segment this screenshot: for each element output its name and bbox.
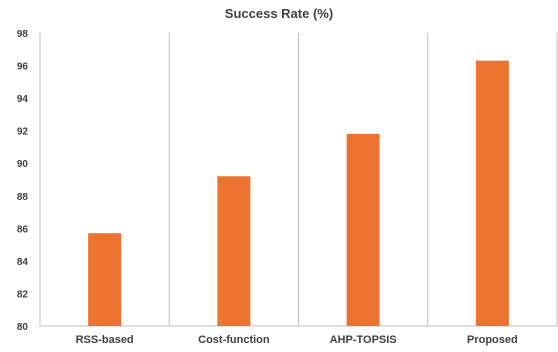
x-tick-label: RSS-based	[76, 334, 134, 346]
y-tick-label: 94	[17, 94, 29, 105]
x-tick-label: AHP-TOPSIS	[330, 334, 397, 346]
y-tick-label: 90	[17, 159, 29, 170]
x-tick-label: Cost-function	[198, 334, 270, 346]
y-tick-label: 84	[17, 257, 29, 268]
bar	[88, 233, 122, 326]
bar	[217, 176, 251, 326]
x-tick-label: Proposed	[467, 334, 518, 346]
chart-title: Success Rate (%)	[224, 6, 334, 21]
y-tick-label: 80	[17, 322, 29, 333]
y-tick-label: 98	[17, 29, 29, 40]
y-tick-label: 82	[17, 289, 29, 300]
y-tick-label: 88	[17, 192, 29, 203]
y-tick-label: 92	[17, 127, 29, 138]
y-tick-label: 96	[17, 62, 29, 73]
bar	[346, 133, 380, 326]
bar	[475, 60, 509, 327]
y-tick-label: 86	[17, 224, 29, 235]
